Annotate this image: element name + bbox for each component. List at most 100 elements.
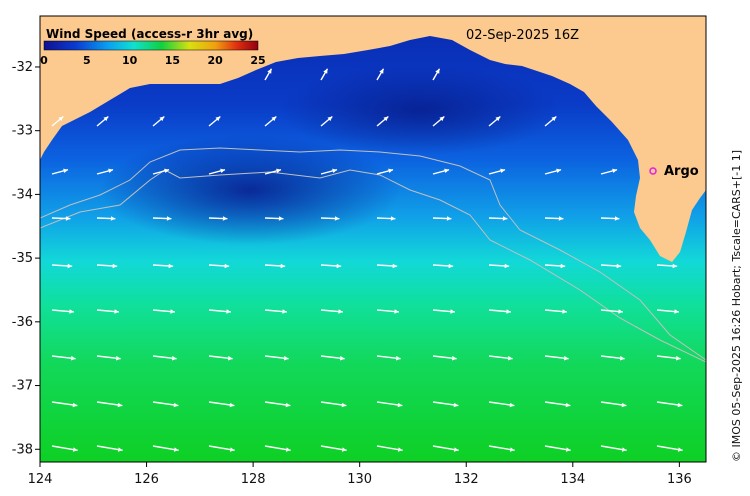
x-tick-label: 136 <box>667 472 692 487</box>
wind-arrow <box>656 401 683 408</box>
wind-arrow <box>544 263 566 269</box>
wind-arrow <box>152 401 179 408</box>
wind-arrow <box>320 263 342 269</box>
wind-arrow <box>51 445 78 452</box>
wind-arrow <box>96 309 119 314</box>
timestamp: 02-Sep-2025 16Z <box>466 28 579 43</box>
wind-arrow <box>264 68 273 81</box>
shelf-contour <box>40 147 706 361</box>
colorbar <box>43 40 259 51</box>
wind-arrow <box>51 263 73 269</box>
wind-arrow <box>264 216 284 221</box>
wind-arrow <box>208 355 233 361</box>
wind-arrow <box>320 168 338 175</box>
wind-arrow <box>432 355 457 361</box>
wind-arrow <box>544 401 571 408</box>
y-tick-label: -38 <box>12 442 33 457</box>
wind-arrow <box>208 309 231 314</box>
wind-arrow <box>600 216 620 221</box>
wind-arrow <box>488 168 506 175</box>
wind-arrow <box>544 445 571 452</box>
wind-arrow <box>264 401 291 408</box>
wind-arrow <box>264 309 287 314</box>
wind-arrow <box>376 168 394 175</box>
wind-arrow <box>432 445 459 452</box>
wind-arrow <box>488 216 508 221</box>
station-label: Argo <box>664 164 699 179</box>
wind-arrow <box>376 355 401 361</box>
wind-arrow <box>208 263 230 269</box>
wind-arrow <box>96 355 121 361</box>
x-tick-label: 124 <box>28 472 53 487</box>
x-tick-label: 130 <box>347 472 372 487</box>
wind-arrow <box>51 168 69 175</box>
low-wind-patch <box>100 135 400 245</box>
wind-arrow <box>152 355 177 361</box>
wind-arrow <box>51 309 74 314</box>
x-tick-label: 134 <box>560 472 585 487</box>
wind-vector-field <box>51 68 683 452</box>
wind-arrow <box>264 168 282 175</box>
wind-arrow <box>432 68 441 81</box>
wind-arrow <box>600 263 622 269</box>
wind-arrow <box>544 355 569 361</box>
wind-arrow <box>152 263 174 269</box>
x-tick-label: 132 <box>454 472 479 487</box>
wind-arrow <box>264 445 291 452</box>
colorbar-tick-label: 20 <box>208 54 224 67</box>
wind-arrow <box>600 355 625 361</box>
wind-arrow <box>600 309 623 314</box>
x-axis: 124 126 128 130 132 134 136 <box>28 462 692 487</box>
wind-arrow <box>600 168 618 175</box>
legend-title: Wind Speed (access-r 3hr avg) <box>46 27 253 41</box>
wind-arrow <box>320 216 340 221</box>
wind-arrow <box>656 355 681 361</box>
wind-arrow <box>432 168 450 175</box>
wind-arrow <box>376 216 396 221</box>
wind-arrow <box>432 401 459 408</box>
argo-station[interactable]: Argo <box>649 164 699 179</box>
y-axis: -32 -33 -34 -35 -36 -37 -38 <box>12 60 40 457</box>
wind-arrow <box>488 401 515 408</box>
station-marker[interactable] <box>649 167 657 175</box>
x-tick-label: 126 <box>134 472 159 487</box>
wind-arrow <box>320 309 343 314</box>
colorbar-tick-label: 25 <box>250 54 265 67</box>
wind-arrow <box>208 115 221 127</box>
wind-arrow <box>96 216 116 221</box>
wind-arrow <box>152 216 172 221</box>
wind-arrow <box>656 263 678 269</box>
wind-arrow <box>208 401 235 408</box>
wind-arrow <box>656 445 683 452</box>
wind-arrow <box>488 355 513 361</box>
wind-arrow <box>544 309 567 314</box>
y-tick-label: -36 <box>12 315 33 330</box>
wind-arrow <box>432 216 452 221</box>
colorbar-tick-label: 10 <box>122 54 138 67</box>
wind-arrow <box>96 445 123 452</box>
wind-arrow <box>488 445 515 452</box>
wind-arrow <box>320 355 345 361</box>
wind-arrow <box>376 68 385 81</box>
wind-arrow <box>96 401 123 408</box>
wind-arrow <box>320 401 347 408</box>
wind-arrow <box>208 168 226 175</box>
wind-arrow <box>544 168 562 175</box>
shelf-contour-inner <box>40 169 706 363</box>
wind-arrow <box>600 401 627 408</box>
wind-arrow <box>264 263 286 269</box>
wind-arrow <box>432 263 454 269</box>
y-tick-label: -33 <box>12 124 33 139</box>
wind-arrow <box>152 115 165 127</box>
plot-frame <box>39 15 707 463</box>
wind-arrow <box>320 115 333 127</box>
x-tick-label: 128 <box>241 472 266 487</box>
colorbar-tick-label: 5 <box>83 54 91 67</box>
colorbar-tick-label: 15 <box>165 54 180 67</box>
wind-arrow <box>376 115 389 127</box>
wind-arrow <box>320 445 347 452</box>
credit-line: © IMOS 05-Sep-2025 16:26 Hobart; Tscale=… <box>730 150 743 462</box>
wind-arrow <box>208 216 228 221</box>
wind-arrow <box>432 115 445 127</box>
